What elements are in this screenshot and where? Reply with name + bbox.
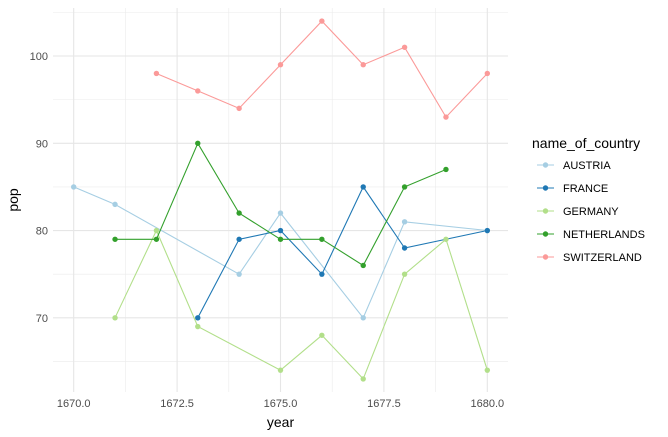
x-tick-label: 1670.0 <box>57 398 91 410</box>
x-axis-ticks: 1670.0 1672.5 1675.0 1677.5 1680.0 <box>57 398 504 410</box>
data-point-france <box>401 245 408 251</box>
data-point-austria <box>70 184 77 190</box>
series-points <box>70 18 491 382</box>
data-point-switzerland <box>360 62 366 68</box>
legend-key-point <box>542 254 549 260</box>
series-line-switzerland <box>156 20 488 119</box>
x-tick-label: 1677.5 <box>367 398 401 410</box>
legend-key-point <box>542 185 549 191</box>
legend-label: AUSTRIA <box>563 160 611 172</box>
data-point-germany <box>277 367 284 373</box>
legend-title: name_of_country <box>532 135 640 151</box>
data-point-switzerland <box>153 70 160 77</box>
legend-key-point <box>542 208 549 214</box>
data-point-switzerland <box>236 105 242 112</box>
data-point-netherlands <box>319 236 325 242</box>
data-point-germany <box>360 376 366 382</box>
y-axis-ticks: 70 80 90 100 <box>30 51 48 325</box>
data-point-netherlands <box>112 236 118 242</box>
y-tick-label: 70 <box>36 313 48 325</box>
data-point-austria <box>401 219 408 225</box>
y-tick-label: 90 <box>36 138 48 150</box>
legend-key-point <box>542 162 549 168</box>
data-point-netherlands <box>277 236 284 242</box>
data-point-france <box>319 271 325 277</box>
x-tick-label: 1680.0 <box>470 398 504 410</box>
data-point-germany <box>195 323 201 330</box>
data-point-france <box>360 184 366 190</box>
data-point-netherlands <box>195 140 201 146</box>
data-point-netherlands <box>401 184 408 190</box>
data-point-france <box>236 236 242 242</box>
legend-key-point <box>542 231 549 237</box>
data-point-austria <box>236 271 242 277</box>
data-point-germany <box>112 315 118 321</box>
legend-item-france: FRANCE <box>537 183 608 195</box>
data-point-germany <box>153 227 160 234</box>
x-tick-label: 1675.0 <box>264 398 298 410</box>
data-point-france <box>195 315 201 321</box>
legend-item-austria: AUSTRIA <box>537 160 611 172</box>
data-point-netherlands <box>443 166 449 173</box>
data-point-germany <box>319 332 325 338</box>
y-tick-label: 100 <box>30 51 48 63</box>
data-point-switzerland <box>401 44 408 50</box>
legend-item-netherlands: NETHERLANDS <box>537 229 645 241</box>
legend-label: NETHERLANDS <box>563 229 645 241</box>
x-tick-label: 1672.5 <box>160 398 194 410</box>
legend-label: SWITZERLAND <box>563 252 642 264</box>
data-point-netherlands <box>360 262 366 269</box>
data-point-germany <box>484 367 491 373</box>
data-point-switzerland <box>319 18 325 24</box>
y-tick-label: 80 <box>36 226 48 238</box>
legend-label: GERMANY <box>563 206 619 218</box>
legend: name_of_country AUSTRIA FRANCE GERMANY NETH… <box>532 135 645 264</box>
data-point-austria <box>360 315 366 321</box>
data-point-austria <box>277 210 284 216</box>
legend-item-switzerland: SWITZERLAND <box>537 252 642 264</box>
legend-label: FRANCE <box>563 183 608 195</box>
y-axis-title: pop <box>5 188 21 212</box>
data-point-switzerland <box>277 62 284 68</box>
legend-item-germany: GERMANY <box>537 206 619 218</box>
data-point-france <box>277 227 284 234</box>
data-point-germany <box>401 271 408 277</box>
data-point-austria <box>112 201 118 208</box>
data-point-germany <box>443 236 449 242</box>
data-point-switzerland <box>195 88 201 94</box>
data-point-netherlands <box>153 236 160 242</box>
x-axis-title: year <box>267 414 295 430</box>
data-point-france <box>484 227 491 234</box>
data-point-switzerland <box>484 70 491 77</box>
data-point-netherlands <box>236 210 242 216</box>
data-point-switzerland <box>443 114 449 120</box>
